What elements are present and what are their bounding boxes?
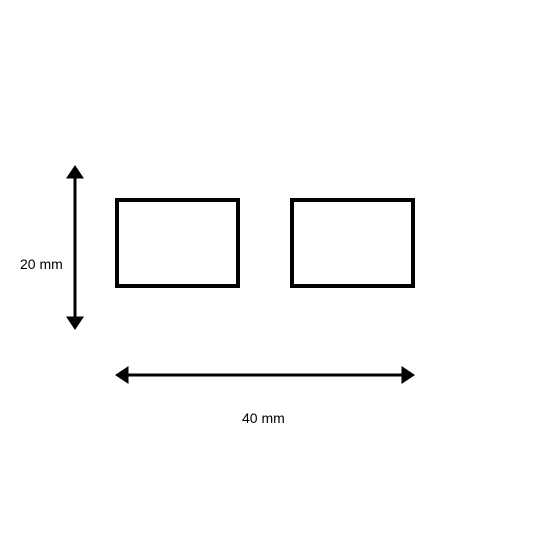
rectangle-left [115,198,240,288]
horizontal-dimension-arrow [115,364,415,386]
vertical-dimension-label: 20 mm [20,256,63,272]
vertical-dimension-arrow [64,165,86,330]
horizontal-dimension-label: 40 mm [242,410,285,426]
rectangle-right [290,198,415,288]
